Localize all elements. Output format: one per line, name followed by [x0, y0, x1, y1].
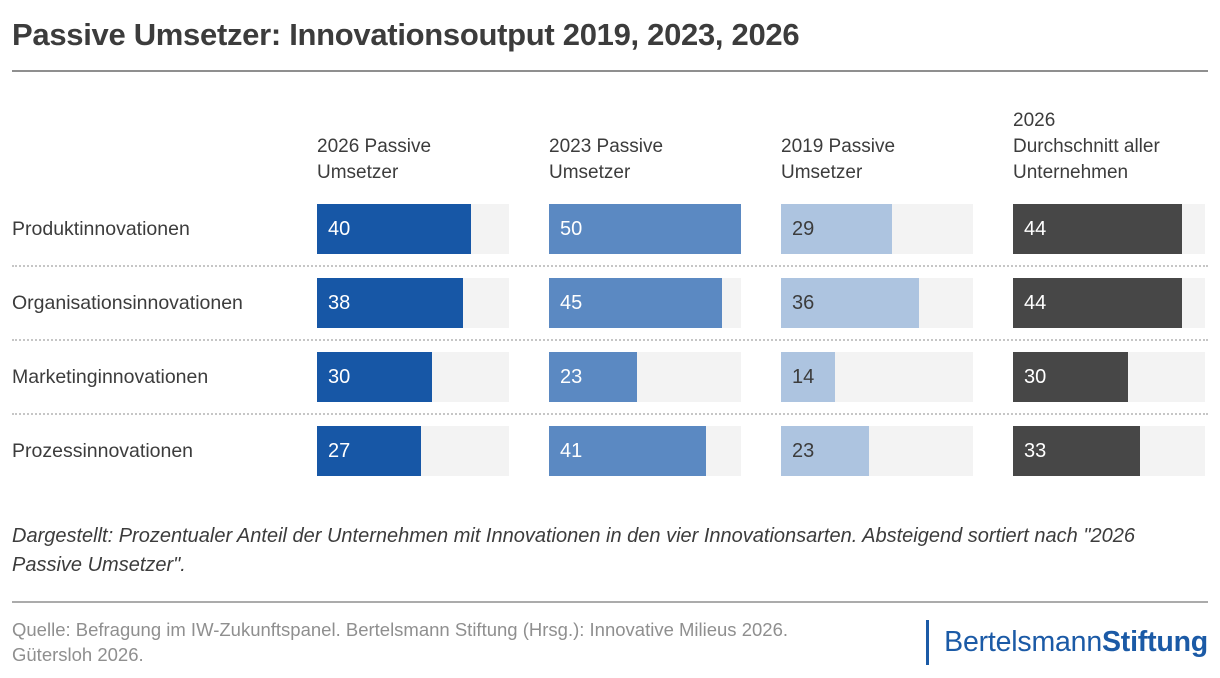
- column-header-line: Umsetzer: [549, 162, 631, 183]
- chart-row: Produktinnovationen 40 50 29 44: [12, 204, 1208, 254]
- bar: 27: [317, 426, 421, 476]
- bar-value-label: 33: [1024, 439, 1047, 462]
- column-header-line: 2026 Passive: [317, 136, 432, 157]
- logo-text-bold: Stiftung: [1101, 625, 1208, 658]
- row-label: Produktinnovationen: [12, 217, 190, 240]
- bar: 45: [549, 278, 722, 328]
- row-label: Organisationsinnovationen: [12, 291, 243, 314]
- bar: 38: [317, 278, 463, 328]
- column-header-2: 2023 Passive Umsetzer: [549, 134, 741, 186]
- bar-track: 29: [781, 204, 973, 254]
- chart-row: Prozessinnovationen 27 41 23 33: [12, 426, 1208, 476]
- bar-track: 40: [317, 204, 509, 254]
- bar-value-label: 44: [1024, 217, 1047, 240]
- bar-value-label: 50: [560, 217, 583, 240]
- bar-track: 23: [781, 426, 973, 476]
- bar: 40: [317, 204, 471, 254]
- bar-value-label: 27: [328, 439, 351, 462]
- row-label: Marketinginnovationen: [12, 365, 209, 388]
- bar-value-label: 44: [1024, 291, 1047, 314]
- column-header-line: Unternehmen: [1013, 162, 1129, 183]
- logo: BertelsmannStiftung: [926, 619, 1208, 665]
- bar-track: 30: [317, 352, 509, 402]
- bar: 36: [781, 278, 920, 328]
- bar: 23: [781, 426, 870, 476]
- logo-divider-bar: [926, 619, 930, 665]
- bar-value-label: 36: [792, 291, 815, 314]
- column-header-line: 2019 Passive: [781, 136, 896, 157]
- footer: Quelle: Befragung im IW-Zukunftspanel. B…: [12, 611, 1208, 667]
- bar-value-label: 30: [328, 365, 351, 388]
- logo-text: BertelsmannStiftung: [944, 626, 1208, 659]
- bar-track: 45: [549, 278, 741, 328]
- chart-row: Organisationsinnovationen 38 45 36 44: [12, 278, 1208, 328]
- row-separator: [12, 413, 1208, 415]
- bar-value-label: 23: [560, 365, 583, 388]
- column-header-line: Umsetzer: [781, 162, 863, 183]
- column-header-line: 2023 Passive: [549, 136, 664, 157]
- bar-track: 36: [781, 278, 973, 328]
- bar: 33: [1013, 426, 1140, 476]
- bar-value-label: 29: [792, 217, 815, 240]
- chart-row: Marketinginnovationen 30 23 14 30: [12, 352, 1208, 402]
- bar-track: 23: [549, 352, 741, 402]
- bar: 30: [317, 352, 433, 402]
- column-header-line: Durchschnitt aller: [1013, 136, 1160, 157]
- bar: 44: [1013, 278, 1182, 328]
- bar-value-label: 40: [328, 217, 351, 240]
- source-text: Quelle: Befragung im IW-Zukunftspanel. B…: [12, 619, 788, 665]
- bar-track: 27: [317, 426, 509, 476]
- row-separator: [12, 339, 1208, 341]
- bar: 44: [1013, 204, 1182, 254]
- bar: 14: [781, 352, 835, 402]
- bar-value-label: 14: [792, 365, 815, 388]
- column-header-3: 2019 Passive Umsetzer: [781, 134, 973, 186]
- row-label: Prozessinnovationen: [12, 439, 194, 462]
- column-header-4: 2026 Durchschnitt aller Unternehmen: [1013, 108, 1205, 186]
- bar: 41: [549, 426, 707, 476]
- bar-track: 44: [1013, 204, 1205, 254]
- chart-body: Produktinnovationen 40 50 29 44 Organisations…: [12, 204, 1208, 476]
- row-separator: [12, 265, 1208, 267]
- infographic: Passive Umsetzer: Innovationsoutput 2019…: [0, 16, 1220, 667]
- bar-value-label: 41: [560, 439, 583, 462]
- footnote: Dargestellt: Prozentualer Anteil der Unt…: [12, 525, 1135, 576]
- bar-track: 38: [317, 278, 509, 328]
- bar-track: 14: [781, 352, 973, 402]
- bar: 29: [781, 204, 893, 254]
- bar: 50: [549, 204, 741, 254]
- bar-track: 30: [1013, 352, 1205, 402]
- bar-track: 50: [549, 204, 741, 254]
- chart-header-row: 2026 Passive Umsetzer 2023 Passive Umsetzer…: [12, 80, 1208, 204]
- bar-value-label: 23: [792, 439, 815, 462]
- column-header-line: Umsetzer: [317, 162, 399, 183]
- bar: 23: [549, 352, 638, 402]
- bar-value-label: 38: [328, 291, 351, 314]
- bar-track: 44: [1013, 278, 1205, 328]
- logo-text-regular: Bertelsmann: [944, 625, 1102, 658]
- bar-track: 41: [549, 426, 741, 476]
- column-header-line: 2026: [1013, 110, 1056, 131]
- bar-value-label: 45: [560, 291, 583, 314]
- bar-track: 33: [1013, 426, 1205, 476]
- column-header-1: 2026 Passive Umsetzer: [317, 134, 509, 186]
- bar: 30: [1013, 352, 1129, 402]
- bottom-divider: [12, 601, 1208, 603]
- page-title: Passive Umsetzer: Innovationsoutput 2019…: [12, 17, 800, 52]
- title-divider: [12, 70, 1208, 72]
- bar-value-label: 30: [1024, 365, 1047, 388]
